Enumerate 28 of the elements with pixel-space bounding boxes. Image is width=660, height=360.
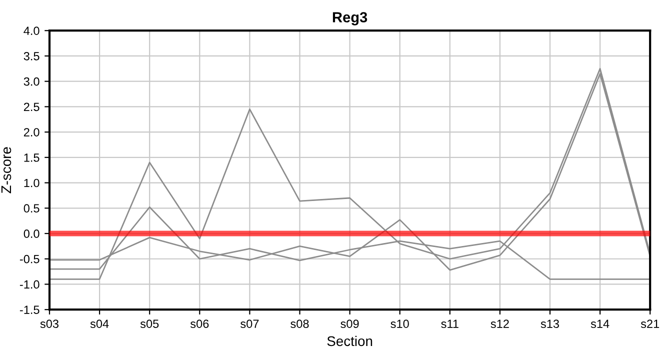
x-axis-title: Section: [327, 336, 372, 346]
y-tick-label: 0.5: [24, 204, 40, 213]
x-tick-label: s09: [340, 320, 359, 328]
x-tick-label: s04: [90, 320, 109, 328]
x-tick-label: s10: [390, 320, 409, 328]
x-tick-label: s13: [540, 320, 559, 328]
y-tick-label: -1.5: [20, 306, 40, 314]
x-tick-label: s21: [640, 320, 660, 328]
y-tick-label: 2.5: [24, 102, 40, 112]
y-axis-title: Z-score: [1, 147, 12, 194]
x-tick-label: s06: [190, 320, 209, 328]
x-tick-label: s08: [290, 320, 309, 328]
y-tick-label: 4.0: [24, 26, 40, 35]
y-tick-label: -1.0: [20, 280, 40, 289]
y-tick-label: 1.5: [24, 154, 40, 162]
x-tick-label: s03: [40, 320, 58, 328]
x-tick-label: s07: [240, 320, 259, 328]
x-tick-label: s12: [490, 320, 509, 328]
x-tick-label: s11: [441, 320, 458, 328]
y-tick-label: 1.0: [24, 178, 40, 188]
y-tick-label: 3.5: [24, 52, 40, 60]
x-tick-label: s05: [140, 320, 159, 328]
x-tick-label: s14: [590, 320, 610, 328]
y-tick-label: -0.5: [20, 254, 40, 264]
y-tick-label: 0.0: [24, 230, 40, 238]
y-tick-label: 3.0: [24, 77, 40, 86]
y-tick-label: 2.0: [24, 128, 40, 136]
chart-title: Reg3: [332, 12, 368, 26]
